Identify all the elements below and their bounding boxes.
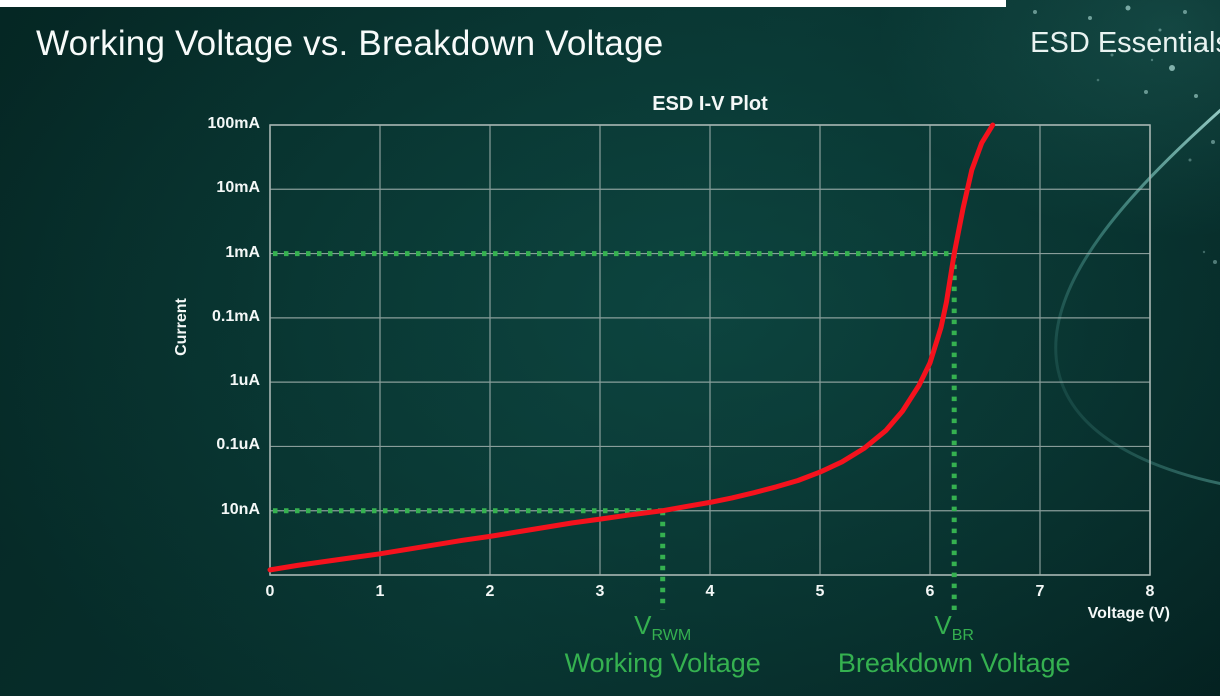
vrwm-symbol-line: VRWM [565, 610, 761, 645]
vbr-symbol-line: VBR [838, 610, 1071, 645]
plot-border [269, 124, 1151, 576]
light-streak-decor [1054, 108, 1220, 486]
page-title: Working Voltage vs. Breakdown Voltage [36, 24, 664, 63]
vrwm-symbol: V [634, 610, 652, 640]
chart-title: ESD I-V Plot [652, 93, 768, 115]
vbr-symbol: V [934, 610, 952, 640]
particle-dots-decor [1033, 5, 1217, 264]
top-edge-artifact [0, 0, 1006, 7]
y-axis-label: Current [173, 298, 190, 356]
vrwm-caption: Working Voltage [564, 647, 761, 678]
grid-lines [269, 124, 1151, 576]
vrwm-subscript: RWM [651, 627, 692, 645]
iv-curve [267, 122, 996, 573]
vbr-caption: Breakdown Voltage [837, 647, 1071, 678]
brand-logo-text: ESD Essentials [1030, 27, 1220, 59]
vbr-subscript: BR [951, 627, 974, 645]
annotation-guide-vbr [273, 251, 957, 610]
annotation-vbr: VBR Breakdown Voltage [837, 610, 1071, 679]
x-axis-label: Voltage (V) [1087, 605, 1170, 622]
annotation-vrwm: VRWM Working Voltage [564, 610, 761, 679]
